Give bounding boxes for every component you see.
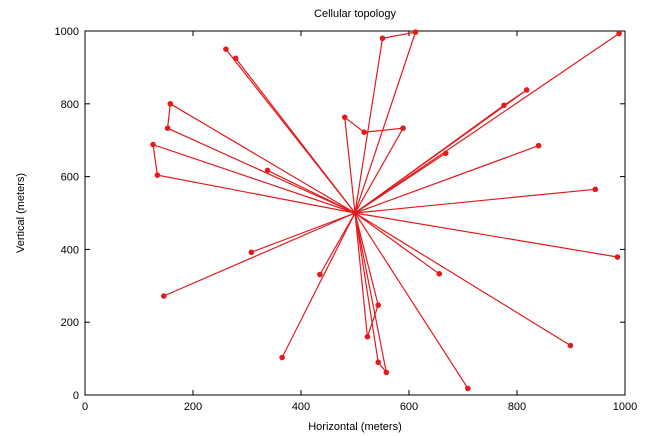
- node-point: [164, 125, 171, 131]
- node-point: [501, 102, 507, 109]
- link-line: [354, 212, 571, 347]
- link-line: [354, 89, 528, 214]
- link-line: [166, 102, 356, 214]
- node-point: [616, 30, 622, 37]
- node-point: [379, 35, 386, 42]
- link-line: [354, 152, 447, 214]
- link-line: [354, 188, 596, 214]
- link-line: [319, 212, 356, 275]
- node-point: [375, 359, 382, 366]
- link-line: [354, 31, 417, 214]
- x-tick-label: 0: [82, 401, 88, 413]
- node-point: [375, 302, 382, 308]
- link-line: [235, 57, 356, 214]
- y-tick-label: 800: [61, 99, 79, 111]
- y-tick-label: 1000: [55, 26, 79, 38]
- link-line: [354, 212, 618, 258]
- node-point: [535, 142, 542, 149]
- node-point: [442, 150, 449, 157]
- x-axis-title: Horizontal (meters): [308, 421, 402, 433]
- link-line: [354, 212, 469, 389]
- chart-title: Cellular topology: [314, 8, 396, 20]
- link-line: [251, 212, 356, 253]
- x-tick-label: 800: [508, 401, 526, 413]
- node-point: [412, 29, 419, 35]
- node-point: [436, 270, 443, 277]
- y-axis: 0 200 400 600 800 1000: [55, 26, 625, 402]
- y-axis-title: Vertical (meters): [15, 173, 27, 253]
- node-point: [232, 55, 239, 62]
- node-point: [167, 101, 174, 107]
- y-tick-label: 200: [61, 317, 79, 329]
- link-line: [354, 212, 387, 373]
- link-line: [354, 145, 539, 214]
- node-point: [465, 385, 471, 392]
- plot-frame: [84, 30, 626, 396]
- node-point: [361, 129, 367, 135]
- node-point: [341, 114, 348, 121]
- node-points: [150, 29, 622, 392]
- node-point: [161, 293, 167, 299]
- y-tick-label: 400: [61, 244, 79, 256]
- x-axis: 0 200 400 600 800 1000: [82, 31, 637, 413]
- link-line: [163, 212, 356, 297]
- node-point: [223, 46, 229, 52]
- x-tick-label: 1000: [613, 401, 637, 413]
- node-point: [317, 271, 323, 278]
- link-line: [267, 169, 356, 214]
- link-line: [152, 143, 356, 214]
- y-tick-label: 0: [73, 390, 79, 402]
- x-tick-label: 400: [292, 401, 310, 413]
- node-point: [154, 172, 161, 178]
- node-point: [248, 249, 255, 256]
- link-lines: [152, 31, 620, 389]
- node-point: [567, 342, 574, 349]
- node-point: [523, 87, 530, 93]
- node-point: [264, 167, 271, 174]
- node-point: [279, 354, 285, 361]
- x-tick-label: 600: [400, 401, 418, 413]
- link-line: [354, 212, 379, 337]
- link-line: [354, 33, 620, 214]
- node-point: [383, 369, 390, 376]
- node-point: [364, 333, 371, 340]
- link-line: [281, 212, 356, 358]
- link-line: [354, 212, 440, 275]
- center-node: [352, 210, 358, 216]
- x-tick-label: 200: [184, 401, 202, 413]
- y-tick-label: 600: [61, 172, 79, 184]
- node-point: [150, 141, 156, 148]
- node-point: [614, 254, 621, 260]
- node-point: [592, 186, 599, 193]
- node-point: [400, 125, 406, 131]
